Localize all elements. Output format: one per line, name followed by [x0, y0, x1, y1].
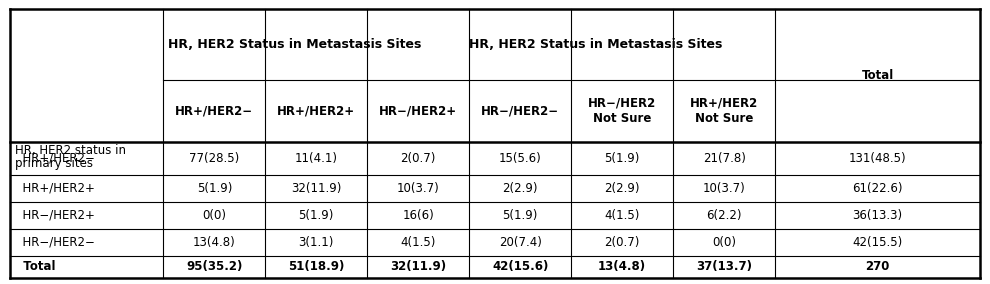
Text: HR, HER2 status in: HR, HER2 status in: [15, 144, 126, 157]
Text: 32(11.9): 32(11.9): [291, 182, 342, 195]
Text: 0(0): 0(0): [202, 209, 227, 222]
Text: 11(4.1): 11(4.1): [295, 152, 338, 165]
Text: 37(13.7): 37(13.7): [696, 260, 752, 273]
Text: 61(22.6): 61(22.6): [852, 182, 903, 195]
Text: 21(7.8): 21(7.8): [703, 152, 745, 165]
Text: HR, HER2 Status in Metastasis Sites: HR, HER2 Status in Metastasis Sites: [469, 37, 723, 51]
Text: HR+/HER2−: HR+/HER2−: [15, 152, 95, 165]
Text: HR−/HER2
Not Sure: HR−/HER2 Not Sure: [588, 97, 656, 125]
Text: 2(0.7): 2(0.7): [605, 236, 640, 248]
Text: 42(15.6): 42(15.6): [492, 260, 548, 273]
Text: 15(5.6): 15(5.6): [499, 152, 542, 165]
Text: 5(1.9): 5(1.9): [197, 182, 232, 195]
Text: HR−/HER2−: HR−/HER2−: [481, 104, 559, 117]
Text: HR+/HER2+: HR+/HER2+: [15, 182, 95, 195]
Text: 42(15.5): 42(15.5): [852, 236, 903, 248]
Text: HR+/HER2
Not Sure: HR+/HER2 Not Sure: [690, 97, 758, 125]
Text: 10(3.7): 10(3.7): [703, 182, 745, 195]
Text: 0(0): 0(0): [712, 236, 737, 248]
Text: 13(4.8): 13(4.8): [193, 236, 236, 248]
Text: Total: Total: [15, 260, 55, 273]
Text: 270: 270: [865, 260, 890, 273]
Text: HR+/HER2−: HR+/HER2−: [175, 104, 253, 117]
Text: 51(18.9): 51(18.9): [288, 260, 345, 273]
Text: 6(2.2): 6(2.2): [707, 209, 742, 222]
Text: 10(3.7): 10(3.7): [397, 182, 440, 195]
Text: HR, HER2 Status in Metastasis Sites: HR, HER2 Status in Metastasis Sites: [168, 37, 422, 51]
Text: HR+/HER2+: HR+/HER2+: [277, 104, 355, 117]
Text: primary sites: primary sites: [15, 157, 93, 170]
Text: HR−/HER2+: HR−/HER2+: [15, 209, 95, 222]
Text: 131(48.5): 131(48.5): [848, 152, 907, 165]
Text: 77(28.5): 77(28.5): [189, 152, 240, 165]
Text: 2(2.9): 2(2.9): [605, 182, 640, 195]
Text: 5(1.9): 5(1.9): [503, 209, 538, 222]
Text: HR−/HER2+: HR−/HER2+: [379, 104, 457, 117]
Text: 5(1.9): 5(1.9): [605, 152, 640, 165]
Text: 4(1.5): 4(1.5): [605, 209, 640, 222]
Text: 13(4.8): 13(4.8): [598, 260, 646, 273]
Text: 2(0.7): 2(0.7): [401, 152, 436, 165]
Text: 20(7.4): 20(7.4): [499, 236, 542, 248]
Text: 3(1.1): 3(1.1): [299, 236, 334, 248]
Text: 2(2.9): 2(2.9): [503, 182, 538, 195]
Text: 5(1.9): 5(1.9): [299, 209, 334, 222]
Text: 4(1.5): 4(1.5): [401, 236, 436, 248]
Text: 36(13.3): 36(13.3): [852, 209, 903, 222]
Text: 32(11.9): 32(11.9): [390, 260, 446, 273]
Text: HR−/HER2−: HR−/HER2−: [15, 236, 95, 248]
Text: Total: Total: [861, 69, 894, 82]
Text: 95(35.2): 95(35.2): [186, 260, 243, 273]
Text: 16(6): 16(6): [402, 209, 435, 222]
